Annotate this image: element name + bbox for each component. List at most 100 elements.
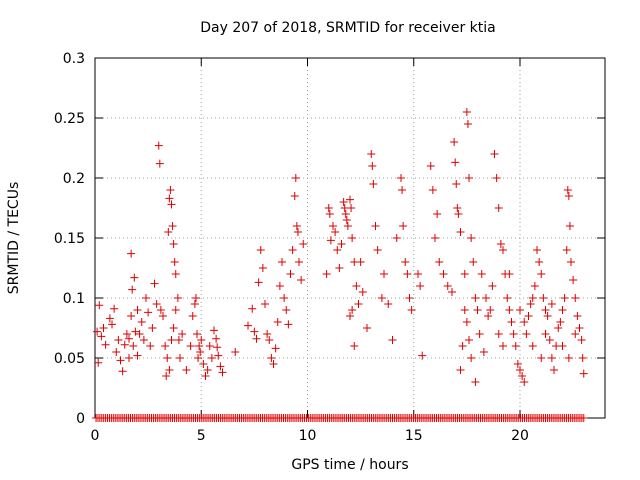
data-point [433, 210, 442, 218]
data-point [292, 222, 301, 230]
data-point [522, 330, 531, 338]
data-point [573, 312, 582, 320]
data-point [354, 300, 363, 308]
data-point [347, 204, 356, 212]
data-point [428, 186, 437, 194]
data-point [368, 162, 377, 170]
data-point [322, 270, 331, 278]
data-point [560, 294, 569, 302]
data-point [565, 222, 574, 230]
data-point [341, 210, 350, 218]
x-axis: 0 5 10 15 20 [91, 58, 529, 444]
data-point [278, 258, 286, 266]
data-point [343, 222, 352, 230]
data-point [108, 320, 116, 329]
data-point [505, 270, 514, 278]
data-point [516, 366, 524, 374]
data-point [120, 340, 129, 349]
data-point [499, 342, 507, 350]
data-point [164, 228, 173, 236]
data-point [475, 330, 484, 338]
data-point [286, 270, 295, 278]
data-point [528, 294, 537, 302]
data-point [210, 326, 218, 335]
data-point [258, 264, 267, 272]
data-point [212, 334, 221, 343]
data-point [261, 300, 269, 308]
data-point [452, 180, 461, 188]
data-point [520, 378, 529, 386]
data-point [535, 258, 544, 266]
data-point [407, 306, 416, 314]
data-point [356, 258, 365, 266]
data-point [346, 195, 354, 204]
data-point [165, 366, 174, 374]
data-point [439, 270, 448, 278]
data-point [342, 216, 351, 224]
data-point [178, 330, 187, 338]
data-point [448, 288, 456, 296]
data-point [263, 330, 272, 338]
data-point [144, 308, 153, 317]
data-point [128, 285, 137, 294]
data-point [269, 360, 278, 368]
data-point [186, 342, 195, 350]
data-point [348, 234, 357, 242]
data-point [492, 174, 501, 182]
data-point [482, 294, 490, 302]
data-point [201, 372, 210, 380]
data-point [471, 378, 480, 386]
data-point [371, 222, 380, 230]
data-point [443, 282, 452, 290]
data-point [516, 306, 524, 314]
data-point [392, 234, 401, 242]
data-point [388, 336, 397, 344]
x-tick-label: 20 [511, 428, 529, 444]
data-point [528, 342, 537, 350]
data-point [118, 367, 127, 376]
data-point [129, 342, 138, 350]
data-point [116, 356, 125, 365]
data-point [450, 138, 459, 146]
data-point [127, 249, 136, 258]
data-point [465, 174, 473, 182]
data-point [484, 312, 493, 320]
data-point [486, 306, 495, 314]
data-point [135, 330, 144, 338]
data-point [373, 246, 382, 254]
data-point [578, 354, 587, 362]
data-point [509, 330, 518, 338]
data-point [194, 354, 203, 362]
y-tick-label: 0.3 [63, 51, 85, 67]
data-point [105, 314, 114, 323]
data-point [216, 362, 225, 371]
data-point [205, 342, 214, 350]
data-point [125, 354, 133, 362]
data-point [218, 368, 227, 377]
data-point [295, 258, 303, 266]
data-point [139, 336, 148, 344]
data-point [329, 222, 337, 230]
data-point [282, 306, 291, 314]
data-point [150, 279, 159, 288]
data-point [170, 258, 179, 266]
data-point [564, 354, 573, 362]
data-point [213, 343, 222, 352]
data-point [284, 320, 293, 329]
data-point [199, 360, 208, 368]
x-axis-label: GPS time / hours [291, 457, 408, 473]
data-point [161, 342, 170, 350]
x-tick-label: 10 [299, 428, 317, 444]
data-point [165, 194, 174, 203]
data-point [101, 340, 110, 349]
y-axis: 0 0.05 0.1 0.15 0.2 0.25 0.3 [54, 51, 605, 427]
data-point [524, 312, 533, 320]
data-point [426, 162, 435, 170]
data-point [288, 246, 297, 254]
data-point [290, 192, 299, 200]
y-tick-label: 0.05 [54, 351, 85, 367]
data-point [399, 222, 408, 230]
data-point [505, 306, 514, 314]
data-point [291, 174, 300, 182]
